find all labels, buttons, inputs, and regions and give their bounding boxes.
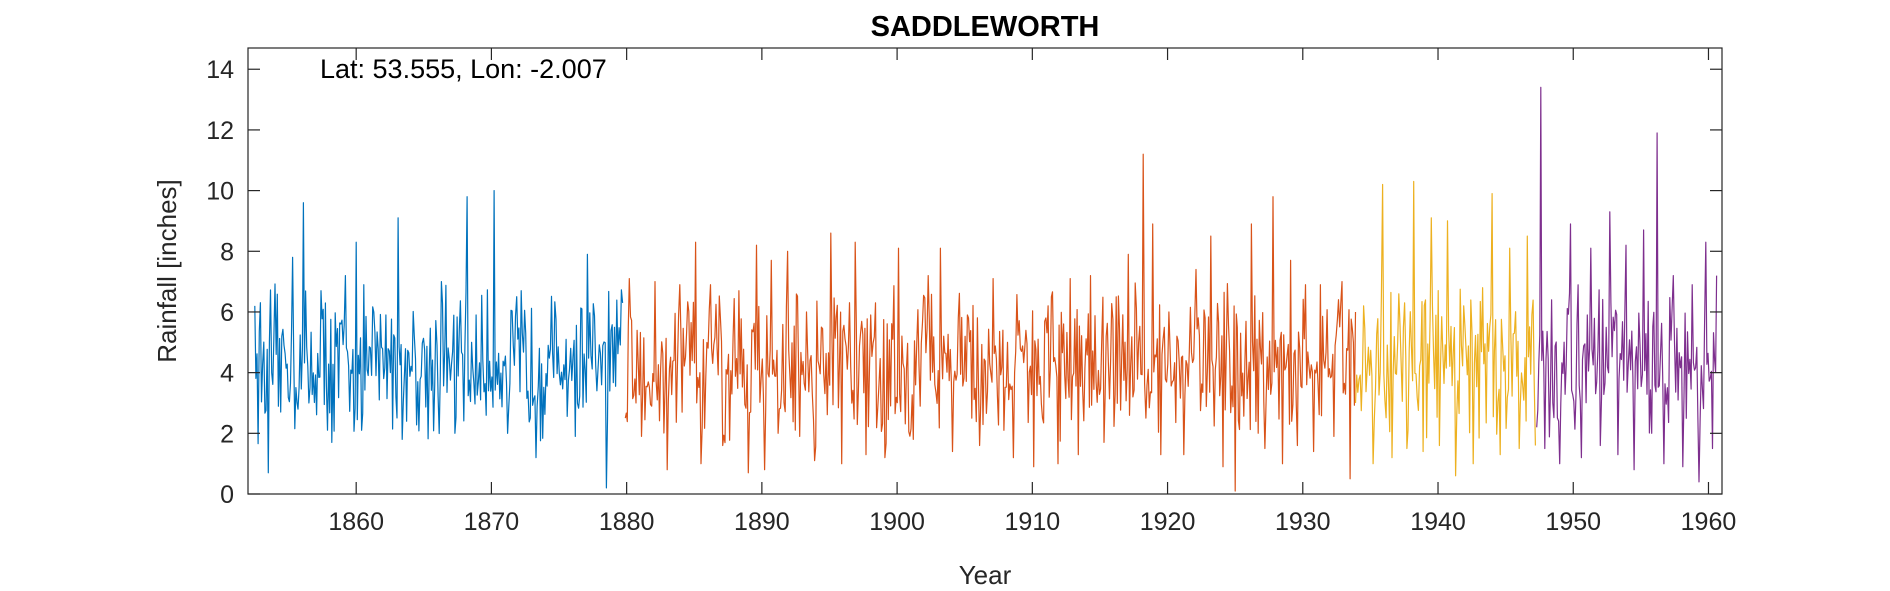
x-tick-label: 1890 bbox=[734, 508, 790, 536]
x-axis-label: Year bbox=[959, 560, 1012, 590]
series-line-1 bbox=[254, 190, 624, 489]
y-tick-label: 12 bbox=[206, 117, 234, 145]
x-tick-label: 1870 bbox=[464, 508, 520, 536]
location-annotation: Lat: 53.555, Lon: -2.007 bbox=[320, 54, 607, 84]
series-line-3 bbox=[1354, 180, 1536, 477]
y-tick-label: 8 bbox=[220, 238, 234, 266]
axes-box bbox=[247, 47, 1723, 495]
x-axis: 1860 1870 1880 1890 1900 1910 1920 1930 1940 1950… bbox=[328, 48, 1736, 536]
series-layer bbox=[254, 86, 1718, 492]
y-tick-label: 10 bbox=[206, 178, 234, 206]
x-tick-label: 1960 bbox=[1681, 508, 1737, 536]
x-tick-label: 1900 bbox=[869, 508, 925, 536]
series-line-2 bbox=[624, 153, 1357, 492]
y-tick-label: 0 bbox=[220, 481, 234, 509]
x-tick-label: 1860 bbox=[328, 508, 384, 536]
x-tick-label: 1920 bbox=[1140, 508, 1196, 536]
x-tick-label: 1910 bbox=[1005, 508, 1061, 536]
x-tick-label: 1940 bbox=[1410, 508, 1466, 536]
x-tick-label: 1950 bbox=[1545, 508, 1601, 536]
x-tick-label: 1880 bbox=[599, 508, 655, 536]
chart-title: SADDLEWORTH bbox=[871, 11, 1100, 43]
y-tick-label: 4 bbox=[220, 360, 234, 388]
y-tick-label: 14 bbox=[206, 56, 234, 84]
x-tick-label: 1930 bbox=[1275, 508, 1331, 536]
y-axis-label: Rainfall [inches] bbox=[152, 179, 182, 363]
series-line-4 bbox=[1536, 86, 1718, 483]
y-axis: 0 2 4 6 8 10 12 14 bbox=[206, 56, 1722, 509]
y-tick-label: 2 bbox=[220, 420, 234, 448]
y-tick-label: 6 bbox=[220, 299, 234, 327]
